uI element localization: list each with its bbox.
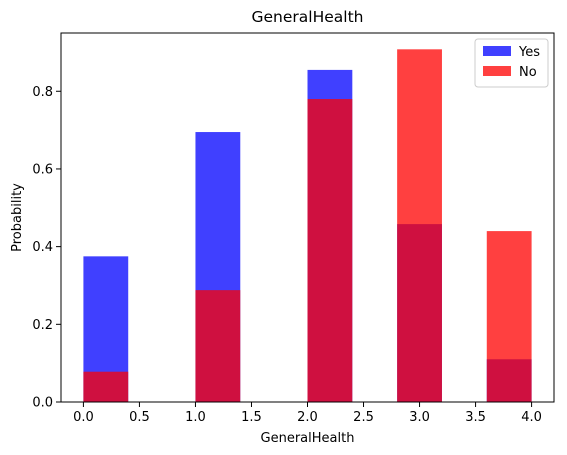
y-tick-label: 0.4	[32, 240, 53, 255]
y-axis-label: Probability	[10, 183, 25, 252]
x-tick-label: 0.5	[129, 410, 150, 425]
bar-no-0	[83, 371, 129, 402]
x-tick-label: 3.0	[409, 410, 430, 425]
x-axis-label: GeneralHealth	[261, 431, 355, 446]
x-tick-label: 1.5	[241, 410, 262, 425]
legend-label-no: No	[519, 65, 537, 80]
y-tick-label: 0.6	[32, 162, 53, 177]
bar-no-2	[195, 290, 241, 402]
legend-label-yes: Yes	[518, 45, 540, 60]
bar-no-6	[397, 49, 442, 402]
bar-no-8	[486, 231, 532, 402]
bars-group	[83, 49, 532, 403]
legend: Yes No	[474, 38, 549, 88]
y-axis-ticks: 0.0 0.2 0.4 0.6 0.8	[32, 85, 61, 411]
x-axis-ticks: 0.0 0.5 1.0 1.5 2.0 2.5 3.0 3.5 4.0	[73, 402, 542, 425]
y-tick-label: 0.0	[32, 396, 53, 411]
y-tick-label: 0.8	[32, 85, 53, 100]
legend-swatch-no	[483, 66, 511, 76]
y-tick-label: 0.2	[32, 318, 53, 333]
x-tick-label: 1.0	[185, 410, 206, 425]
x-tick-label: 2.5	[353, 410, 374, 425]
bar-no-4	[307, 99, 353, 402]
x-tick-label: 2.0	[297, 410, 318, 425]
x-tick-label: 3.5	[465, 410, 486, 425]
chart-title: GeneralHealth	[252, 8, 364, 26]
x-tick-label: 0.0	[73, 410, 94, 425]
x-tick-label: 4.0	[521, 410, 542, 425]
legend-swatch-yes	[483, 46, 511, 56]
